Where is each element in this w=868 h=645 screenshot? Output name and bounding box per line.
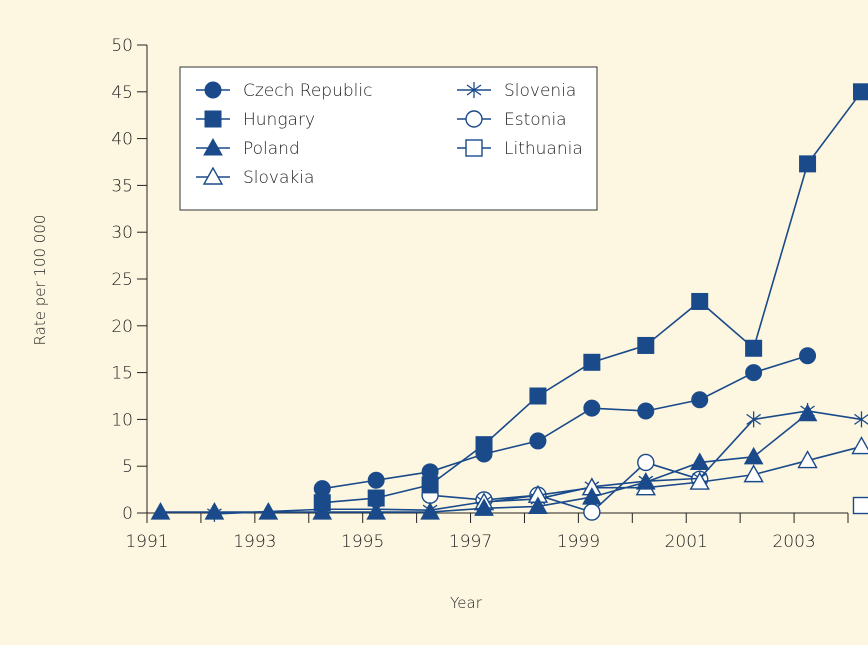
data-point-hungary [691, 292, 709, 310]
legend-marker [203, 137, 223, 156]
data-point-lithuania [852, 496, 868, 515]
data-point-poland [366, 502, 387, 520]
data-point-czech-republic [799, 347, 817, 365]
legend-item-poland: Poland [196, 137, 300, 159]
data-point-czech-republic [421, 463, 439, 481]
x-tick-label: 1997 [449, 532, 492, 552]
data-point-hungary [637, 336, 655, 354]
legend-marker [202, 166, 224, 185]
data-point-hungary [529, 387, 547, 405]
data-point-poland [582, 487, 602, 505]
y-tick-label: 20 [111, 317, 133, 337]
legend-item-czech-republic: Czech Republic [196, 81, 372, 101]
legend-item-slovakia: Slovakia [196, 166, 314, 188]
y-tick-label: 15 [111, 364, 133, 384]
data-point-poland [743, 446, 764, 465]
data-point-poland [474, 498, 494, 516]
x-tick-label: 2001 [665, 532, 708, 552]
y-tick-label: 50 [111, 36, 133, 56]
data-point-slovakia [689, 471, 710, 490]
y-tick-label: 25 [111, 270, 133, 290]
series-line-slovakia [483, 445, 862, 504]
data-point-hungary [852, 83, 868, 101]
legend-marker [465, 139, 483, 157]
data-point-czech-republic [475, 445, 493, 463]
series-line-slovenia [214, 410, 862, 515]
data-point-czech-republic [691, 391, 709, 409]
x-tick-label: 1999 [557, 532, 600, 552]
x-tick-label: 1991 [125, 532, 168, 552]
data-point-poland [689, 452, 710, 470]
legend-label: Slovakia [243, 168, 314, 188]
data-point-hungary [367, 489, 385, 507]
data-point-hungary [583, 353, 601, 371]
legend-label: Estonia [504, 110, 567, 130]
data-point-czech-republic [637, 402, 655, 420]
data-point-slovenia [746, 411, 762, 428]
series-layer [150, 83, 868, 522]
data-point-poland [204, 502, 225, 520]
data-point-hungary [799, 155, 817, 173]
legend-item-lithuania: Lithuania [457, 139, 583, 159]
x-tick-label: 2003 [772, 532, 815, 552]
y-tick-label: 30 [111, 223, 133, 243]
series-line-estonia [430, 461, 700, 513]
y-axis-title: Rate per 100 000 [31, 215, 49, 346]
data-point-poland [635, 472, 656, 490]
data-point-poland [420, 502, 440, 520]
data-point-poland [528, 496, 548, 514]
x-tick-label: 1993 [233, 532, 276, 552]
series-line-czech-republic [322, 354, 808, 490]
legend: Czech Republic Hungary Poland Slovakia Slove… [179, 66, 598, 211]
legend-label: Hungary [243, 110, 315, 130]
data-point-hungary [745, 339, 763, 357]
data-point-slovakia [743, 464, 764, 483]
data-point-poland [150, 502, 171, 520]
axes: 0 5 10 15 20 25 30 35 40 45 50 1991 1993 1995 1997 1999… [111, 36, 849, 552]
legend-item-hungary: Hungary [196, 110, 315, 130]
legend-marker [465, 110, 483, 128]
series-hungary [313, 83, 868, 512]
data-point-slovenia [854, 411, 868, 428]
series-czech-republic [313, 347, 817, 498]
data-point-czech-republic [529, 432, 547, 450]
data-point-estonia [583, 503, 601, 521]
series-lithuania [852, 496, 868, 515]
data-point-czech-republic [583, 399, 601, 417]
data-point-slovakia [797, 450, 818, 469]
y-tick-label: 40 [111, 130, 133, 150]
legend-item-slovenia: Slovenia [457, 81, 576, 101]
data-point-czech-republic [367, 471, 385, 489]
data-point-czech-republic [313, 480, 331, 498]
y-tick-label: 10 [111, 410, 133, 430]
legend-label: Czech Republic [243, 81, 372, 101]
legend-marker [204, 81, 222, 99]
legend-label: Poland [243, 139, 300, 159]
legend-box [179, 66, 598, 211]
legend-item-estonia: Estonia [457, 110, 567, 130]
x-axis-title: Year [450, 594, 483, 612]
legend-label: Slovenia [504, 81, 576, 101]
legend-marker [204, 110, 222, 128]
x-tick-label: 1995 [341, 532, 384, 552]
y-tick-label: 0 [122, 504, 133, 524]
data-point-estonia [637, 453, 655, 472]
y-tick-label: 5 [122, 457, 133, 477]
legend-marker [466, 82, 482, 98]
legend-label: Lithuania [504, 139, 583, 159]
data-point-poland [797, 403, 818, 422]
y-tick-label: 45 [111, 83, 133, 103]
series-poland [150, 403, 818, 520]
y-tick-label: 35 [111, 176, 133, 196]
data-point-slovakia [851, 436, 868, 455]
data-point-czech-republic [745, 364, 763, 382]
data-point-poland [258, 502, 279, 520]
